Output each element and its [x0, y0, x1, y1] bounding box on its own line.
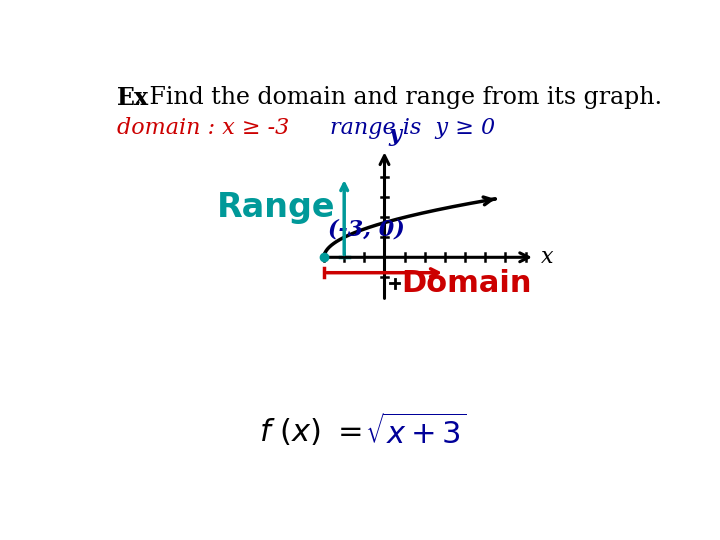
Text: : Find the domain and range from its graph.: : Find the domain and range from its gra…	[134, 85, 662, 109]
Text: (-3, 0): (-3, 0)	[328, 218, 405, 240]
Text: Domain: Domain	[401, 269, 531, 298]
Text: x: x	[541, 246, 554, 268]
Text: y: y	[388, 124, 401, 146]
Text: domain : x ≥ -3: domain : x ≥ -3	[117, 117, 289, 139]
Text: $\sqrt{x+3}$: $\sqrt{x+3}$	[365, 415, 467, 451]
Text: range is  y ≥ 0: range is y ≥ 0	[330, 117, 495, 139]
Text: $f\ (x)\ =$: $f\ (x)\ =$	[259, 417, 361, 448]
Text: Range: Range	[217, 191, 335, 224]
Text: Ex: Ex	[117, 85, 149, 110]
